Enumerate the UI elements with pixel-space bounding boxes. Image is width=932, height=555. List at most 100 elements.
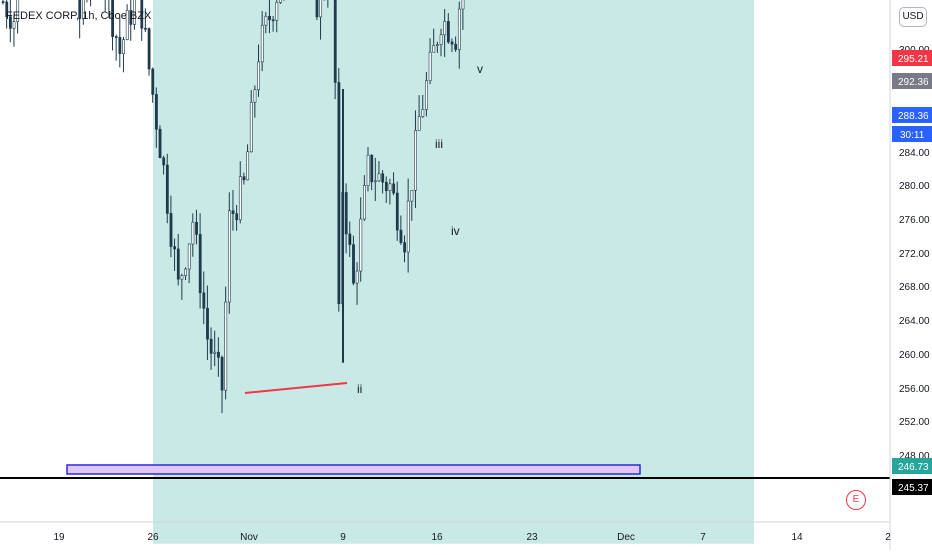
candle: [90, 0, 92, 7]
candle-body: [279, 0, 282, 3]
candle-body: [428, 51, 432, 82]
wave-label-iv: iv: [451, 224, 460, 238]
x-tick-label: 9: [340, 532, 346, 543]
candle: [144, 8, 147, 33]
price-tag-bg: [892, 479, 932, 495]
candle-body: [125, 10, 129, 41]
candle-body: [147, 28, 151, 70]
candle: [333, 0, 337, 100]
candle: [271, 15, 275, 32]
candle: [436, 41, 439, 53]
candle-body: [377, 173, 381, 182]
candle: [173, 238, 177, 271]
candle: [327, 0, 329, 8]
candle: [231, 189, 235, 231]
candle-body: [235, 213, 239, 221]
candle: [395, 181, 399, 241]
candle: [133, 0, 136, 30]
candle-body: [242, 176, 246, 181]
candle-body: [275, 2, 279, 21]
candle-body: [388, 183, 392, 191]
candle-body: [198, 234, 202, 294]
candle-body: [457, 8, 461, 50]
range-band: [66, 464, 641, 475]
candle-body: [133, 0, 136, 25]
wave-label-v: v: [477, 62, 483, 76]
candle-body: [213, 351, 217, 354]
candle: [180, 273, 184, 300]
candle: [446, 13, 450, 44]
candle-body: [217, 351, 220, 358]
price-tag-bg: [892, 107, 932, 123]
candle-body: [264, 15, 268, 26]
candle-body: [173, 246, 177, 250]
candle-body: [333, 0, 337, 83]
candle-body: [410, 190, 414, 202]
candle: [319, 0, 323, 40]
candle-body: [165, 164, 169, 214]
candle: [249, 90, 253, 153]
y-tick-label: 260.00: [899, 350, 930, 361]
candle: [425, 72, 428, 117]
candle: [381, 170, 385, 194]
candle: [228, 192, 231, 314]
candle: [12, 15, 16, 47]
candle: [125, 4, 129, 41]
candle-body: [406, 200, 410, 253]
candle: [104, 0, 106, 12]
candle-body: [446, 21, 450, 43]
candle-body: [257, 61, 261, 91]
candle: [279, 0, 282, 4]
candle-body: [209, 338, 213, 354]
y-tick-label: 280.00: [899, 181, 930, 192]
price-tag-bg: [892, 458, 932, 474]
price-tag-text: 246.73: [898, 462, 929, 473]
y-tick-label: 256.00: [899, 384, 930, 395]
candle-body: [359, 218, 363, 272]
candle: [260, 11, 264, 72]
candle-body: [228, 210, 231, 303]
candle-body: [414, 130, 417, 191]
countdown-label: 30:11: [900, 130, 925, 141]
candle: [155, 87, 158, 148]
candle-body: [421, 109, 425, 117]
candle: [264, 12, 268, 34]
price-tag-text: 288.36: [898, 111, 929, 122]
candle-body: [169, 213, 173, 247]
candle: [191, 213, 195, 257]
candle: [242, 172, 246, 185]
candle-body: [206, 307, 209, 340]
trendline-lower: [244, 381, 348, 395]
candle: [428, 38, 432, 85]
candle: [206, 285, 209, 360]
candle-body: [151, 68, 155, 95]
candle: [388, 178, 392, 205]
candle: [187, 243, 191, 284]
currency-button[interactable]: USD: [899, 7, 927, 27]
candle: [392, 172, 396, 196]
candle: [457, 1, 461, 69]
candle: [363, 175, 366, 222]
candle: [337, 68, 341, 312]
candle-body: [78, 0, 82, 19]
candle: [235, 204, 239, 231]
candle: [443, 8, 447, 57]
candle: [213, 330, 217, 367]
candle: [158, 125, 162, 159]
candle: [184, 267, 188, 280]
candle-body: [118, 37, 122, 54]
candle-body: [454, 43, 458, 50]
candle-body: [436, 44, 439, 46]
earnings-marker[interactable]: E: [846, 490, 866, 510]
candle: [439, 28, 443, 57]
candle: [414, 110, 417, 208]
candle: [209, 327, 213, 370]
candle-body: [461, 0, 465, 10]
candle: [344, 183, 348, 254]
candle: [147, 27, 151, 76]
candle-body: [337, 82, 341, 305]
candle-body: [129, 10, 133, 25]
candle-body: [140, 0, 144, 29]
